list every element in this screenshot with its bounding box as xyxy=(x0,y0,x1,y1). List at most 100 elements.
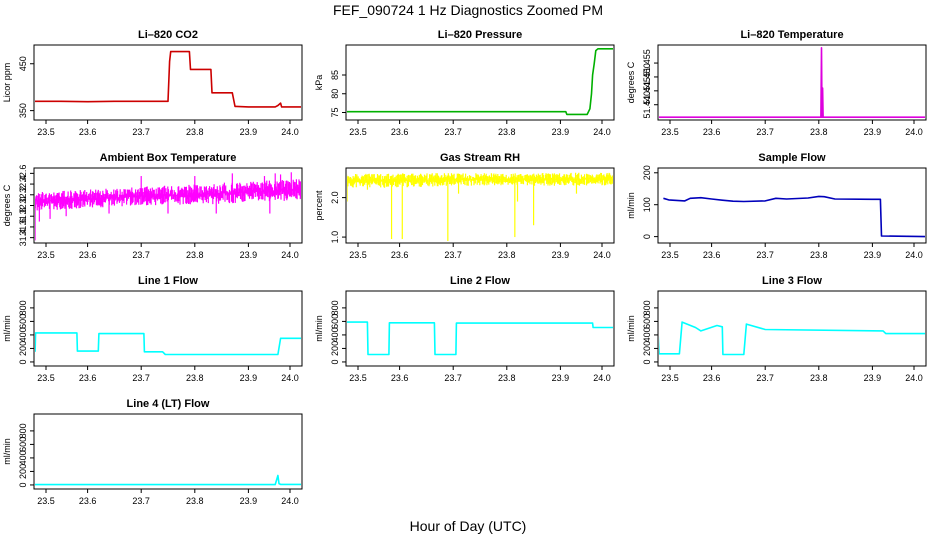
y-axis-label: ml/min xyxy=(2,438,12,465)
panel-frame xyxy=(33,413,303,490)
x-tick-label: 24.0 xyxy=(281,373,299,383)
panel-frame xyxy=(33,290,303,367)
y-tick-label: 51.450 xyxy=(642,63,652,91)
panel-frame xyxy=(657,290,927,367)
x-tick-label: 23.8 xyxy=(186,373,204,383)
x-tick-label: 23.7 xyxy=(444,373,462,383)
x-tick-label: 23.8 xyxy=(186,127,204,137)
y-axis-label: Licor ppm xyxy=(2,63,12,103)
x-tick-label: 23.9 xyxy=(240,127,258,137)
panel-frame xyxy=(657,167,927,244)
y-tick-label: 450 xyxy=(18,56,28,71)
panel-9: Line 3 Flow 23.5 23.6 23.7 23.8 23.9 24.0 0 2004… xyxy=(626,275,927,383)
panel-title: Line 4 (LT) Flow xyxy=(127,398,210,410)
x-tick-label: 23.8 xyxy=(498,127,516,137)
panel-3: Li–820 Temperature 23.5 23.6 23.7 23.8 23.9 24… xyxy=(626,29,927,137)
panel-1: Li–820 CO2 23.5 23.6 23.7 23.8 23.9 24.0 350 450… xyxy=(2,29,303,137)
x-tick-label: 23.5 xyxy=(37,373,55,383)
panel-title: Li–820 Temperature xyxy=(740,29,843,41)
x-tick-label: 23.6 xyxy=(79,250,97,260)
y-axis-label: ml/min xyxy=(626,315,636,342)
y-tick-label: 800 xyxy=(18,423,28,438)
panel-2: Li–820 Pressure 23.5 23.6 23.7 23.8 23.9 24.0 7… xyxy=(314,29,615,137)
series-group xyxy=(663,195,925,238)
x-tick-label: 23.5 xyxy=(661,127,679,137)
series-group xyxy=(35,332,301,356)
x-tick-label: 23.7 xyxy=(444,250,462,260)
y-tick-label: 51.455 xyxy=(642,49,652,77)
panel-frame xyxy=(345,44,615,121)
x-tick-label: 24.0 xyxy=(281,250,299,260)
x-tick-label: 24.0 xyxy=(281,496,299,506)
x-tick-label: 23.6 xyxy=(703,373,721,383)
y-tick-label: 600 xyxy=(18,437,28,452)
x-tick-label: 23.8 xyxy=(186,496,204,506)
panel-frame xyxy=(345,167,615,244)
x-tick-label: 23.7 xyxy=(444,127,462,137)
y-tick-label: 0 xyxy=(18,482,28,487)
y-axis-label: degrees C xyxy=(2,184,12,226)
y-tick-label: 200 xyxy=(642,165,652,180)
x-tick-label: 23.7 xyxy=(132,496,150,506)
y-tick-label: 0 xyxy=(642,234,652,239)
x-tick-label: 23.9 xyxy=(552,373,570,383)
series-group xyxy=(35,50,301,108)
y-tick-label: 100 xyxy=(642,197,652,212)
y-tick-label: 31.6 xyxy=(18,218,28,236)
series-line xyxy=(659,321,925,356)
panel-title: Line 3 Flow xyxy=(762,275,822,287)
y-axis-label: percent xyxy=(314,190,324,221)
x-tick-label: 23.7 xyxy=(132,373,150,383)
series-group xyxy=(659,47,925,118)
series-group xyxy=(35,474,301,486)
y-axis-label: kPa xyxy=(314,75,324,91)
y-tick-label: 31.4 xyxy=(18,229,28,247)
x-tick-label: 24.0 xyxy=(593,127,611,137)
panel-7: Line 1 Flow 23.5 23.6 23.7 23.8 23.9 24.0 0 2004… xyxy=(2,275,303,383)
x-tick-label: 23.5 xyxy=(37,127,55,137)
panel-10: Line 4 (LT) Flow 23.5 23.6 23.7 23.8 23.9 24.0… xyxy=(2,398,303,506)
series-line xyxy=(35,179,301,211)
series-line xyxy=(659,47,925,118)
y-tick-label: 800 xyxy=(18,300,28,315)
x-tick-label: 24.0 xyxy=(905,127,923,137)
series-group xyxy=(35,172,301,241)
panel-6: Sample Flow 23.5 23.6 23.7 23.8 23.9 24.0 0 100 2… xyxy=(626,152,927,260)
y-tick-label: 400 xyxy=(18,450,28,465)
x-tick-label: 23.6 xyxy=(79,373,97,383)
x-tick-label: 23.8 xyxy=(186,250,204,260)
y-tick-label: 0 xyxy=(18,359,28,364)
y-tick-label: 200 xyxy=(642,341,652,356)
x-tick-label: 23.6 xyxy=(79,496,97,506)
x-tick-label: 23.6 xyxy=(703,250,721,260)
y-tick-label: 600 xyxy=(642,314,652,329)
y-tick-label: 600 xyxy=(18,314,28,329)
y-tick-label: 400 xyxy=(18,327,28,342)
x-tick-label: 24.0 xyxy=(593,373,611,383)
series-line xyxy=(347,48,613,116)
panel-title: Gas Stream RH xyxy=(440,152,520,164)
y-tick-label: 32.2 xyxy=(18,186,28,204)
panel-title: Line 2 Flow xyxy=(450,275,510,287)
x-tick-label: 23.5 xyxy=(661,373,679,383)
y-tick-label: 0 xyxy=(330,359,340,364)
y-tick-label: 0 xyxy=(642,359,652,364)
panel-4: Ambient Box Temperature 23.5 23.6 23.7 23.8 2… xyxy=(2,152,303,260)
x-tick-label: 23.7 xyxy=(132,250,150,260)
series-line xyxy=(35,474,301,486)
y-axis-label: ml/min xyxy=(2,315,12,342)
y-tick-label: 350 xyxy=(18,103,28,118)
x-tick-label: 23.6 xyxy=(391,250,409,260)
y-tick-label: 85 xyxy=(330,70,340,80)
x-tick-label: 23.6 xyxy=(79,127,97,137)
series-group xyxy=(659,321,925,356)
series-line xyxy=(35,50,301,108)
y-axis-label: ml/min xyxy=(626,192,636,219)
panel-frame xyxy=(657,44,927,121)
x-tick-label: 23.9 xyxy=(552,127,570,137)
x-tick-label: 23.7 xyxy=(132,127,150,137)
x-tick-label: 23.7 xyxy=(756,127,774,137)
x-tick-label: 23.6 xyxy=(703,127,721,137)
series-group xyxy=(347,321,613,356)
